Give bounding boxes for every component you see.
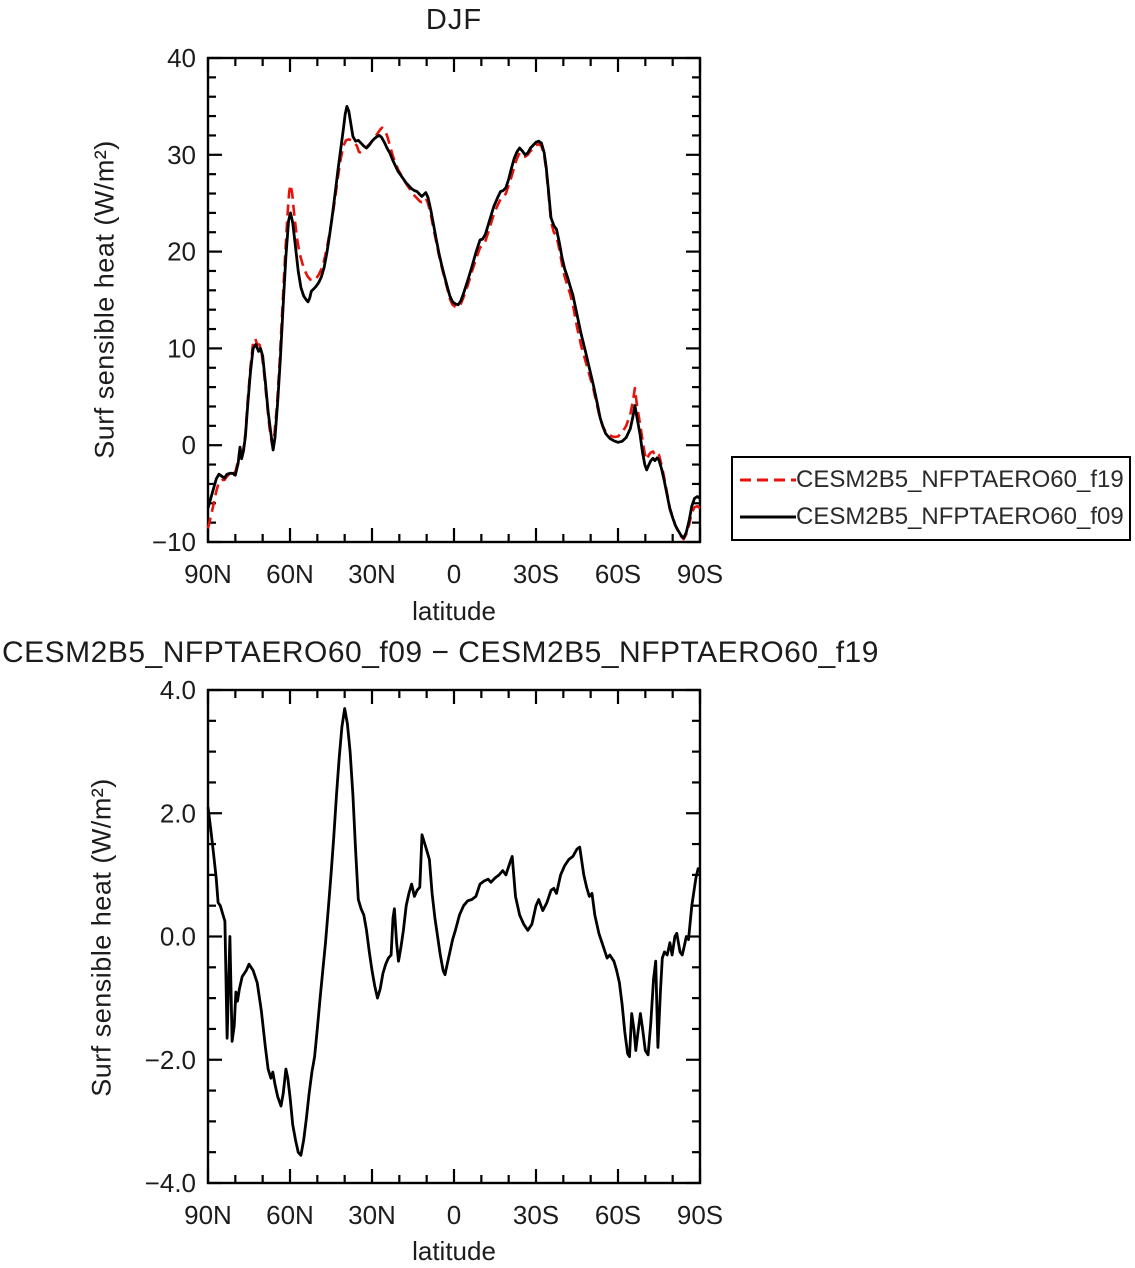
dashed-red-line-sample [740, 478, 796, 482]
y-tick-label: 40 [167, 43, 196, 73]
solid-black-line-sample [740, 515, 796, 519]
x-tick-label: 60S [595, 559, 641, 589]
y-tick-label: −10 [152, 527, 196, 557]
x-tick-label: 60S [595, 1200, 641, 1230]
x-tick-label: 90S [677, 559, 723, 589]
legend-label-f09: CESM2B5_NFPTAERO60_f09 [796, 502, 1124, 530]
series-line-cesm2b5-nfptaero60-f09 [206, 105, 701, 540]
top-x-axis-label: latitude [412, 596, 496, 626]
bottom-x-axis-label: latitude [412, 1236, 496, 1266]
bottom-panel-title: CESM2B5_NFPTAERO60_f09 − CESM2B5_NFPTAER… [2, 636, 879, 669]
x-tick-label: 30S [513, 559, 559, 589]
x-tick-label: 60N [266, 559, 314, 589]
y-tick-label: 2.0 [160, 798, 196, 828]
x-tick-label: 30N [348, 559, 396, 589]
legend-label-f19: CESM2B5_NFPTAERO60_f19 [796, 466, 1124, 494]
top-y-axis-label: Surf sensible heat (W/m²) [89, 140, 120, 459]
x-tick-label: 60N [266, 1200, 314, 1230]
x-tick-label: 90N [184, 559, 232, 589]
top-panel-title: DJF [425, 4, 483, 36]
x-tick-label: 0 [447, 1200, 461, 1230]
legend-box: CESM2B5_NFPTAERO60_f19 CESM2B5_NFPTAERO6… [731, 456, 1131, 541]
y-tick-label: 0 [182, 430, 196, 460]
x-tick-label: 90S [677, 1200, 723, 1230]
bottom-y-axis-label: Surf sensible heat (W/m²) [86, 778, 117, 1097]
y-tick-label: 10 [167, 333, 196, 363]
y-tick-label: 4.0 [160, 675, 196, 705]
y-tick-label: 0.0 [160, 922, 196, 952]
x-tick-label: 30S [513, 1200, 559, 1230]
y-tick-label: −2.0 [145, 1045, 196, 1075]
y-tick-label: 30 [167, 140, 196, 170]
legend-entry-f09: CESM2B5_NFPTAERO60_f09 [733, 503, 1129, 531]
series-line-difference-f09-minus-f19 [206, 707, 700, 1157]
x-tick-label: 90N [184, 1200, 232, 1230]
legend-entry-f19: CESM2B5_NFPTAERO60_f19 [733, 466, 1129, 494]
y-tick-label: 20 [167, 237, 196, 267]
x-tick-label: 30N [348, 1200, 396, 1230]
y-tick-label: −4.0 [145, 1168, 196, 1198]
x-tick-label: 0 [447, 559, 461, 589]
